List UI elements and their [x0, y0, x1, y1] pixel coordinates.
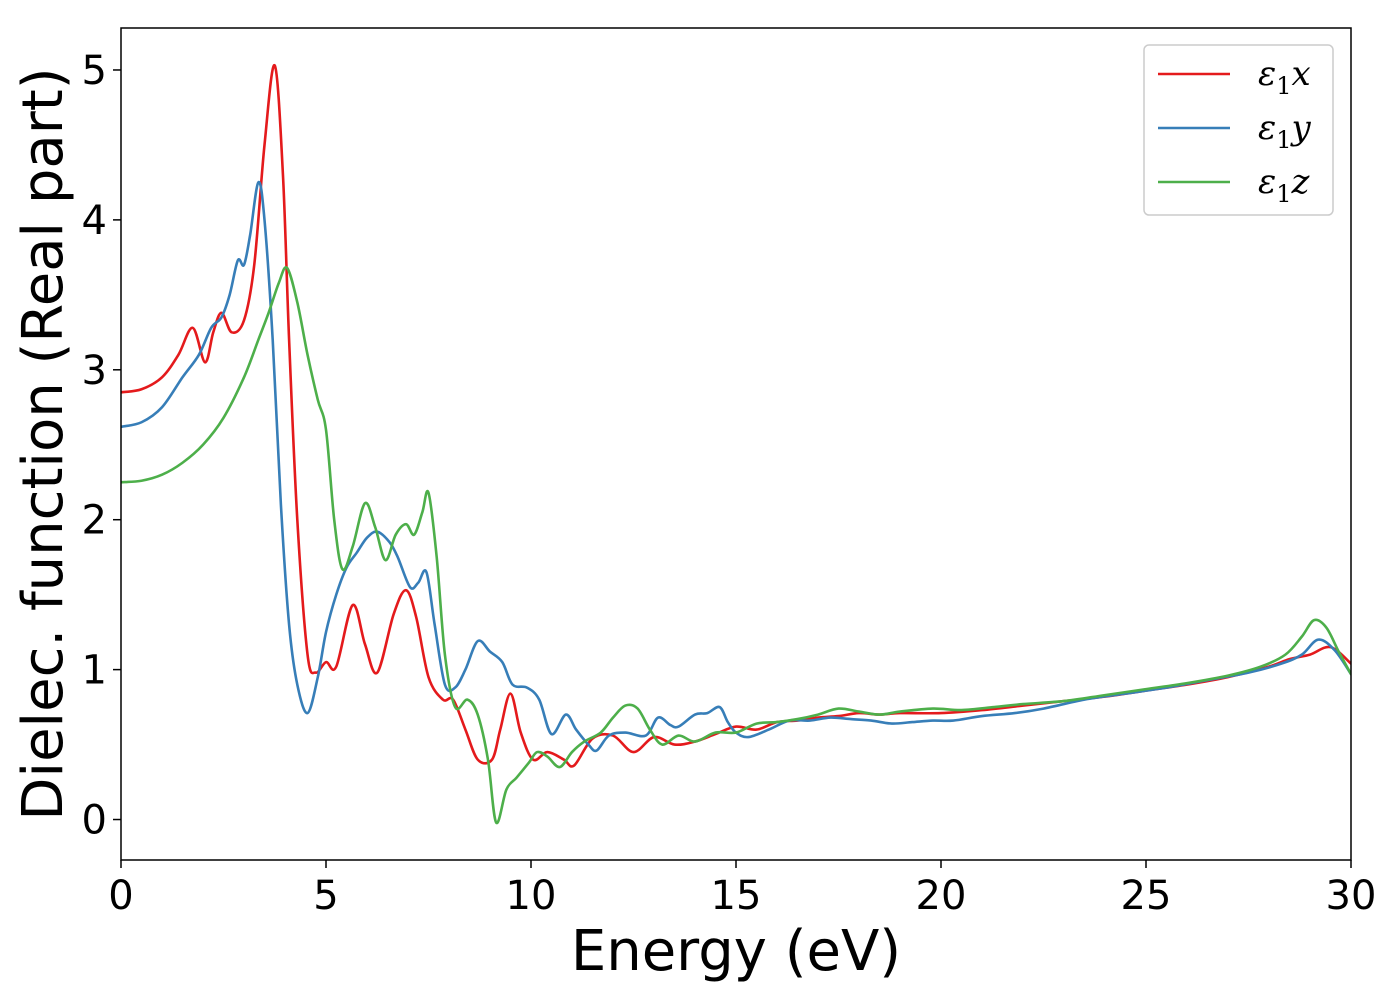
y-tick-label: 4	[82, 198, 107, 244]
x-tick-label: 15	[711, 873, 762, 919]
series-line-z	[121, 265, 1351, 825]
y-tick-label: 1	[82, 648, 107, 694]
y-tick-label: 5	[82, 48, 107, 94]
x-axis-ticks: 0 5 10 15 20 25 30	[108, 860, 1376, 919]
y-tick-label: 0	[82, 798, 107, 844]
legend-subscript: 1	[1276, 126, 1291, 154]
y-axis-title: Dielec. function (Real part)	[11, 67, 76, 820]
x-axis-title: Energy (eV)	[571, 919, 901, 984]
legend-component: y	[1290, 108, 1312, 148]
legend-component: z	[1291, 162, 1311, 202]
legend-box	[1143, 44, 1334, 216]
series-line-y	[121, 180, 1351, 753]
x-tick-label: 10	[506, 873, 557, 919]
y-tick-label: 2	[82, 498, 107, 544]
legend-label-z: ε1z	[1258, 162, 1311, 208]
x-tick-label: 30	[1326, 873, 1377, 919]
legend-subscript: 1	[1276, 72, 1291, 100]
legend-symbol: ε	[1258, 162, 1276, 202]
legend-component: x	[1292, 54, 1311, 94]
legend-label-x: ε1x	[1258, 54, 1311, 100]
x-tick-label: 5	[313, 873, 338, 919]
x-tick-label: 20	[916, 873, 967, 919]
legend-subscript: 1	[1276, 180, 1291, 208]
x-tick-label: 25	[1121, 873, 1172, 919]
series-line-x	[121, 64, 1351, 768]
legend-symbol: ε	[1258, 108, 1276, 148]
legend-symbol: ε	[1258, 54, 1276, 94]
x-tick-label: 0	[108, 873, 133, 919]
y-tick-label: 3	[82, 348, 107, 394]
y-axis-ticks: 0 1 2 3 4 5	[82, 48, 121, 844]
legend-label-y: ε1y	[1258, 108, 1312, 154]
series-layer	[121, 64, 1351, 825]
